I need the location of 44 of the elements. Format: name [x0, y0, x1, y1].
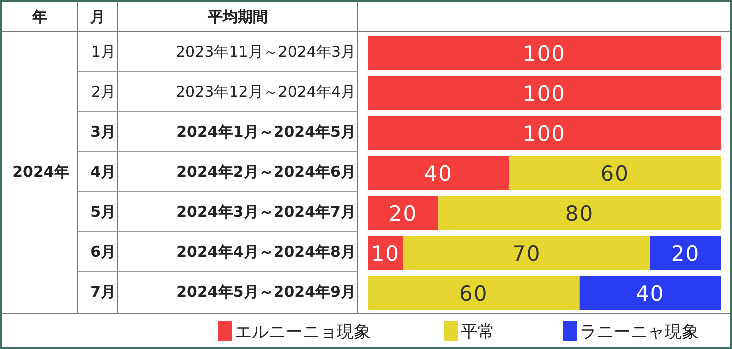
bar	[368, 276, 580, 310]
bar	[650, 236, 721, 270]
text: 月	[90, 8, 106, 26]
bar	[368, 196, 439, 230]
bar	[403, 236, 650, 270]
data-label: 60	[460, 282, 488, 306]
y-tick-label: 5月	[90, 203, 116, 221]
data-label: 100	[522, 122, 566, 146]
text: 2024年1月～2024年5月	[176, 123, 356, 141]
data-label: 40	[424, 162, 453, 186]
data-label: 100	[522, 82, 566, 106]
data-label: 80	[565, 202, 594, 226]
y-tick-label: 2月	[91, 83, 116, 101]
data-label: 20	[388, 202, 418, 226]
bar	[438, 196, 721, 230]
text: 2024年4月～2024年8月	[176, 243, 356, 261]
legend-label: ラニーニャ現象	[580, 322, 699, 342]
bar	[368, 156, 510, 190]
data-label: 100	[522, 42, 566, 66]
y-tick-label: 4月	[90, 163, 116, 181]
text: 平均期間	[207, 8, 268, 26]
text: 2023年12月～2024年4月	[176, 83, 356, 101]
text: 2024年3月～2024年7月	[176, 203, 356, 221]
legend-label: 平常	[461, 322, 495, 342]
data-label: 20	[671, 242, 700, 266]
bar	[368, 116, 721, 150]
text: 2024年	[12, 163, 70, 181]
y-tick-label: 3月	[90, 123, 116, 141]
y-tick-label: 7月	[90, 283, 116, 301]
text: 2023年11月～2024年3月	[176, 43, 356, 61]
bar	[368, 36, 721, 70]
data-label: 10	[371, 242, 400, 266]
y-tick-label: 6月	[90, 243, 116, 261]
y-tick-label: 1月	[91, 43, 116, 61]
data-label: 40	[636, 282, 665, 306]
bar	[368, 76, 721, 110]
data-label: 60	[600, 162, 630, 186]
text: 2024年5月～2024年9月	[176, 283, 356, 301]
legend-label: エルニーニョ現象	[235, 322, 371, 342]
text: 2024年2月～2024年6月	[176, 163, 356, 181]
data-label: 70	[512, 242, 542, 266]
text: 年	[32, 8, 48, 26]
bar	[509, 156, 721, 190]
bar	[580, 276, 721, 310]
